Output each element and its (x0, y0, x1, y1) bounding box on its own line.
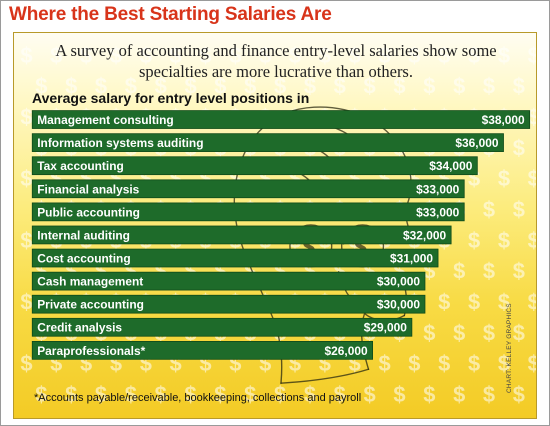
bar-row: Paraprofessionals* $26,000 (31, 341, 373, 360)
bar-row: Credit analysis $29,000 (31, 317, 413, 337)
bar-row: Management consulting $38,000 (31, 110, 531, 129)
chart-panel: $ $ $ $ $ $ $ $ $ $ $ $ $ $ $ $ $ $ $ $ $ $ $ $ $ $ $ $ $ $ $ $ $ $ $ $ $ $ $ $… (13, 32, 537, 419)
bar-category-label: Public accounting (37, 205, 140, 219)
bar-row: Private accounting $30,000 (31, 294, 426, 314)
bar-category-label: Cost accounting (37, 252, 130, 266)
bar-category-label: Cash management (37, 275, 143, 289)
bar-value-label: $33,000 (416, 205, 459, 219)
bar-row: Public accounting $33,000 (31, 202, 465, 222)
bar (31, 294, 426, 314)
bar-row: Information systems auditing $36,000 (31, 133, 504, 152)
bar-category-label: Private accounting (37, 298, 144, 312)
bar (31, 179, 465, 199)
bar-category-label: Paraprofessionals* (37, 344, 145, 358)
footnote: *Accounts payable/receivable, bookkeepin… (34, 392, 362, 404)
bar-category-label: Financial analysis (37, 182, 139, 196)
bar-value-label: $32,000 (403, 228, 446, 242)
bar (31, 156, 478, 176)
bar-chart: Management consulting $38,000 Information … (31, 110, 531, 360)
bar (31, 317, 413, 337)
bar-category-label: Management consulting (37, 113, 173, 127)
bar-value-label: $31,000 (390, 252, 433, 266)
bar-category-label: Credit analysis (37, 321, 122, 335)
bar-value-label: $34,000 (429, 159, 472, 173)
chart-title: Where the Best Starting Salaries Are (9, 4, 332, 25)
bar (31, 133, 504, 152)
bar-row: Financial analysis $33,000 (31, 179, 465, 199)
bar-category-label: Tax accounting (37, 159, 124, 173)
chart-subtitle: A survey of accounting and finance entry… (55, 41, 497, 81)
bar-value-label: $36,000 (455, 136, 498, 150)
bar-category-label: Information systems auditing (37, 136, 203, 150)
bar-category-label: Internal auditing (37, 228, 130, 242)
bar (31, 341, 373, 360)
chart-heading: Average salary for entry level positions… (32, 90, 310, 106)
bar-value-label: $38,000 (482, 113, 525, 127)
bar (31, 202, 465, 222)
bar-value-label: $26,000 (325, 344, 368, 358)
bar (31, 225, 452, 245)
chart-credit: CHART: KELLEY GRAPHICS (506, 303, 513, 393)
bar-row: Cash management $30,000 (31, 271, 426, 291)
bar-value-label: $33,000 (416, 182, 459, 196)
bar-row: Tax accounting $34,000 (31, 156, 478, 176)
bar (31, 271, 426, 291)
bar-value-label: $30,000 (377, 298, 420, 312)
bar-row: Internal auditing $32,000 (31, 225, 452, 245)
bar-row: Cost accounting $31,000 (31, 248, 439, 268)
bar-value-label: $30,000 (377, 275, 420, 289)
bar (31, 110, 531, 129)
bar (31, 248, 439, 268)
bar-value-label: $29,000 (364, 321, 407, 335)
